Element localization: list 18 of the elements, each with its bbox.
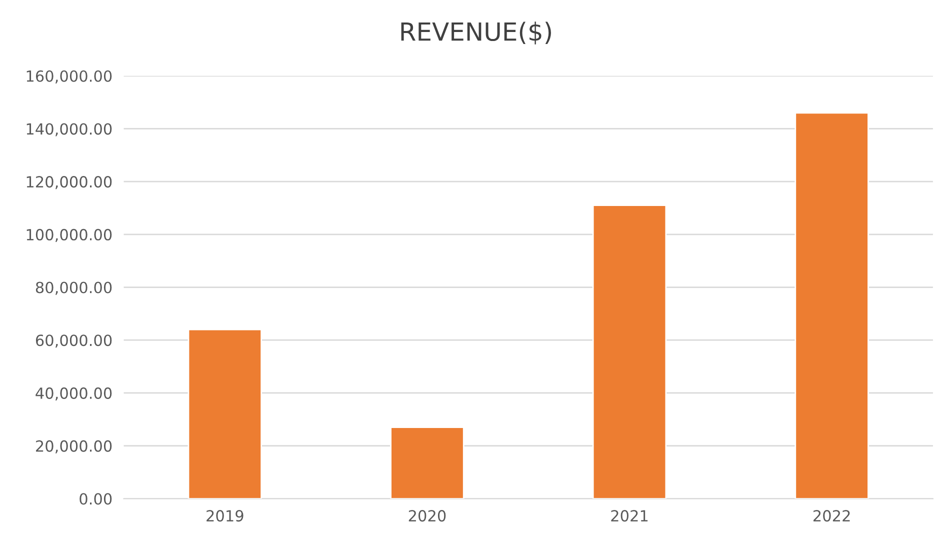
- y-tick-label: 20,000.00: [36, 440, 112, 454]
- y-tick-label: 120,000.00: [26, 176, 112, 190]
- bar: [794, 112, 869, 499]
- y-tick-label: 0.00: [80, 493, 112, 505]
- y-tick-label: 160,000.00: [26, 70, 112, 84]
- bar: [390, 426, 464, 499]
- x-tick-label: 2020: [408, 510, 446, 522]
- y-tick-label: 140,000.00: [26, 123, 112, 136]
- x-tick-label: 2022: [813, 510, 850, 522]
- y-tick-label: 100,000.00: [26, 228, 112, 242]
- chart-title: REVENUE($): [401, 22, 551, 44]
- x-tick-label: 2021: [611, 510, 648, 522]
- bar: [188, 328, 262, 499]
- y-tick-label: 60,000.00: [36, 334, 112, 348]
- bar: [592, 204, 667, 499]
- y-tick-label: 80,000.00: [36, 282, 112, 295]
- y-tick-label: 40,000.00: [36, 387, 112, 401]
- x-tick-label: 2019: [206, 510, 244, 522]
